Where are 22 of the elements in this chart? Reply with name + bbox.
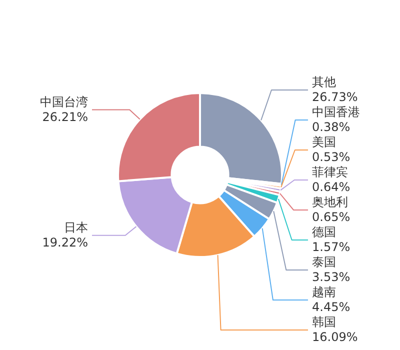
data-label: 19.22% xyxy=(42,235,88,250)
data-label: 0.65% xyxy=(312,210,350,224)
slice-label: 美国 xyxy=(312,135,336,150)
data-label: 3.53% xyxy=(312,270,350,284)
data-label: 0.64% xyxy=(312,180,350,194)
data-label: 4.45% xyxy=(312,300,350,314)
slice-label: 韩国 xyxy=(312,315,336,330)
data-label: 26.73% xyxy=(312,90,358,104)
data-label: 16.09% xyxy=(312,330,358,344)
slice-label: 泰国 xyxy=(312,255,336,270)
data-label: 0.38% xyxy=(312,120,350,134)
slice-label: 其他 xyxy=(312,75,336,90)
data-label: 0.53% xyxy=(312,150,350,164)
slice-label: 中国香港 xyxy=(312,105,360,120)
data-label: 1.57% xyxy=(312,240,350,254)
slice-label: 菲律宾 xyxy=(312,165,348,180)
slice-label: 奥地利 xyxy=(312,195,348,210)
slice-label: 越南 xyxy=(312,285,336,300)
data-label: 26.21% xyxy=(42,110,88,124)
slice-label: 日本 xyxy=(64,220,88,234)
slice-label: 德国 xyxy=(312,225,336,240)
slice-label: 中国台湾 xyxy=(40,94,88,109)
